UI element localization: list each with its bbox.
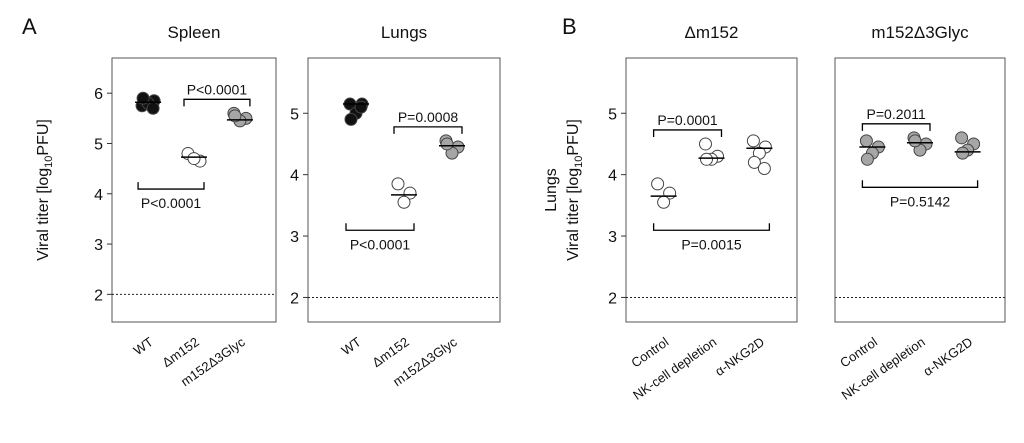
p-value: P<0.0001 (141, 195, 202, 211)
data-point (651, 177, 665, 191)
data-point (228, 109, 242, 123)
y-axis-label-part: PFU] (35, 119, 52, 155)
bracket (345, 223, 415, 231)
p-value: P=0.2011 (867, 106, 927, 122)
y-axis-label: Lungs (543, 168, 560, 212)
x-tick-label: WT (339, 334, 364, 358)
data-point (860, 152, 874, 166)
data-point (354, 100, 368, 114)
panel-title: Lungs (381, 23, 427, 42)
data-point (700, 152, 713, 166)
bracket (183, 98, 251, 107)
data-point (657, 195, 671, 209)
p-value: P=0.0001 (657, 112, 718, 128)
x-tick-label: α-NKG2D (920, 334, 975, 379)
y-axis-label-part: PFU] (565, 119, 582, 155)
data-point (747, 155, 761, 169)
y-tick-label: 5 (94, 136, 103, 153)
data-point (956, 146, 970, 160)
plot-frame (307, 57, 501, 323)
data-point (136, 91, 150, 105)
y-tick-label: 2 (608, 290, 617, 307)
bracket (652, 223, 771, 231)
y-tick-label: 4 (94, 187, 103, 204)
p-value: P<0.0001 (187, 81, 248, 97)
y-axis-label-part: Viral titer [log (35, 168, 52, 261)
data-point (391, 177, 405, 191)
data-point (757, 162, 771, 176)
x-tick-label: Δm152 (369, 334, 411, 370)
p-value: P=0.0015 (681, 236, 742, 252)
y-axis-label: Viral titer [log10PFU] (35, 119, 55, 261)
y-tick-label: 2 (290, 290, 299, 307)
p-value: P=0.0008 (398, 109, 459, 125)
y-axis-label-part: 10 (43, 156, 55, 168)
y-tick-label: 6 (94, 86, 103, 103)
plot-frame (625, 57, 798, 323)
panel-label: A (22, 14, 37, 39)
y-tick-label: 2 (94, 287, 103, 304)
panel-label: B (562, 14, 577, 39)
bracket (137, 182, 205, 190)
y-tick-label: 3 (290, 229, 299, 246)
y-tick-label: 3 (608, 229, 617, 246)
y-axis-label-part: 10 (573, 156, 585, 168)
data-point (397, 195, 411, 209)
data-point (403, 186, 417, 200)
x-tick-label: NK-cell depletion (630, 334, 719, 403)
data-point (146, 101, 160, 115)
panel-title: Δm152 (685, 23, 739, 42)
bracket (393, 126, 463, 134)
y-tick-label: 5 (608, 106, 617, 123)
data-point (746, 134, 760, 148)
panel-title: m152Δ3Glyc (871, 23, 969, 42)
x-tick-label: α-NKG2D (712, 334, 767, 379)
data-point (344, 112, 358, 126)
y-tick-label: 4 (608, 168, 617, 185)
data-point (955, 131, 969, 145)
y-tick-label: 4 (290, 168, 299, 185)
x-tick-label: NK-cell depletion (839, 334, 928, 403)
bracket (652, 129, 723, 137)
x-tick-label: WT (131, 334, 156, 358)
bracket (861, 180, 979, 188)
data-point (187, 152, 201, 166)
p-value: P<0.0001 (350, 236, 411, 252)
data-point (699, 137, 712, 151)
y-tick-label: 3 (94, 237, 103, 254)
plot-frame (834, 57, 1006, 323)
plot-frame (111, 57, 277, 323)
data-point (908, 134, 922, 148)
p-value: P=0.5142 (890, 193, 951, 209)
data-point (440, 137, 454, 151)
panel-title: Spleen (168, 23, 221, 42)
y-tick-label: 5 (290, 106, 299, 123)
y-axis-label: Viral titer [log10PFU] (565, 119, 585, 261)
bracket (861, 123, 931, 131)
data-point (859, 134, 873, 148)
y-axis-label-part: Viral titer [log (565, 168, 582, 261)
